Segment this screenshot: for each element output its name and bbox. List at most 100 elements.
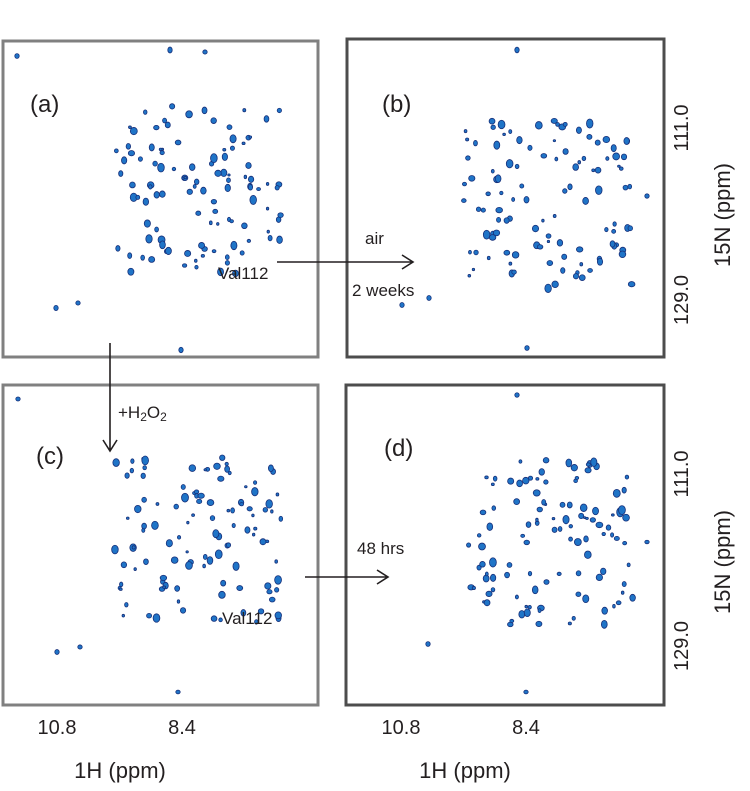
peak (551, 280, 559, 289)
peak (191, 513, 195, 517)
text: 2 (160, 410, 167, 424)
peak (227, 173, 231, 177)
x-tick-label: 8.4 (512, 717, 540, 739)
peak (186, 520, 190, 525)
peak (189, 163, 196, 171)
peak (121, 156, 128, 165)
peak (560, 267, 566, 274)
peak (194, 264, 199, 270)
peak (180, 484, 186, 490)
peak (129, 181, 136, 189)
peak (551, 526, 558, 533)
peak (484, 475, 489, 480)
peak (600, 567, 607, 575)
peak (252, 532, 256, 537)
peak (618, 250, 627, 258)
arrows (102, 254, 415, 585)
peak (162, 117, 168, 124)
peak (511, 251, 520, 259)
peak (522, 476, 530, 485)
peak (152, 160, 158, 167)
peak (222, 148, 227, 152)
peak (270, 509, 274, 514)
peak (181, 492, 189, 503)
peak (518, 610, 526, 619)
peak (514, 163, 520, 169)
peak (613, 536, 620, 541)
peak (159, 150, 165, 156)
peak (612, 488, 621, 498)
peak (125, 516, 130, 520)
peak (206, 556, 214, 565)
peak (193, 178, 200, 185)
arrow (102, 343, 118, 453)
peak (575, 570, 582, 577)
peak (236, 585, 244, 591)
peak (229, 134, 237, 144)
peak (274, 611, 282, 620)
peak (142, 197, 149, 206)
peak (612, 603, 616, 609)
peak (532, 489, 541, 497)
peak (265, 181, 270, 186)
peak (127, 267, 135, 276)
peak (214, 549, 223, 560)
peak (513, 498, 520, 506)
peak (219, 454, 226, 461)
peak (167, 46, 173, 54)
peak (615, 600, 622, 606)
peak (239, 250, 245, 256)
peak (595, 521, 604, 529)
peak (621, 581, 627, 588)
peak (276, 235, 283, 244)
peak (482, 229, 491, 240)
peak (562, 188, 568, 194)
peak (579, 262, 584, 267)
peak (568, 536, 573, 542)
panel-frame (344, 383, 666, 707)
peak (618, 166, 624, 171)
peak (257, 608, 265, 615)
peak (525, 521, 532, 528)
peak (274, 587, 280, 593)
peak (585, 462, 591, 467)
peak (197, 492, 205, 499)
peak (229, 219, 234, 224)
peak (158, 147, 163, 152)
peak (574, 475, 580, 480)
peak (118, 170, 124, 177)
peak (462, 181, 467, 187)
peak (262, 507, 268, 513)
peak (118, 587, 123, 591)
peak (494, 174, 502, 183)
peak (573, 538, 582, 546)
peak (249, 194, 257, 205)
peak (471, 267, 476, 272)
peak (229, 145, 235, 151)
peak (514, 46, 520, 54)
peak (212, 208, 219, 214)
peak (467, 274, 472, 278)
peak (595, 573, 603, 582)
peak (568, 524, 573, 529)
peak (210, 117, 217, 124)
peak (157, 162, 165, 173)
peak (214, 169, 222, 177)
peak (567, 621, 572, 626)
peak (151, 520, 159, 530)
peak (610, 144, 617, 153)
peak (578, 512, 585, 520)
peak (217, 267, 224, 277)
peak (210, 198, 218, 205)
peak (578, 274, 586, 282)
peak (565, 458, 573, 468)
peak (509, 618, 515, 623)
peak (531, 585, 539, 595)
panel-frame (1, 39, 320, 359)
peak (145, 234, 153, 244)
peak (265, 206, 270, 211)
peak (511, 269, 517, 275)
peak (140, 254, 145, 261)
peak (465, 137, 470, 142)
peak (535, 477, 540, 481)
